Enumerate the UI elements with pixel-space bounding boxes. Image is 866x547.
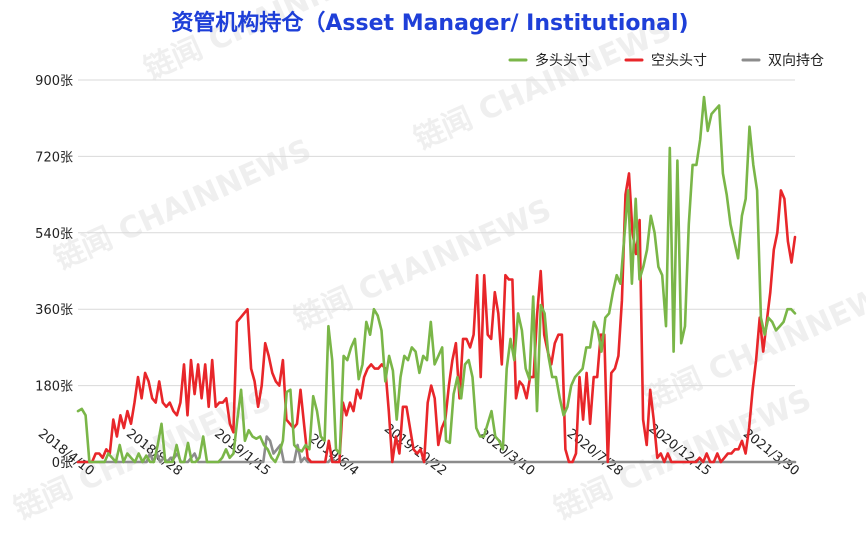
series-lines (76, 95, 797, 464)
legend-label: 多头头寸 (535, 52, 591, 69)
y-tick-label: 540张 (35, 227, 73, 242)
y-axis: 0张 180张 360张 540张 720张 900张 (35, 74, 73, 471)
legend: 多头头寸 空头头寸 双向持仓 (508, 52, 824, 69)
y-tick-label: 720张 (35, 150, 73, 165)
series-line-1 (76, 95, 797, 464)
x-tick-label: 2020/7/28 (564, 426, 626, 479)
series-line-2 (76, 172, 797, 464)
y-tick-label: 180张 (35, 380, 73, 395)
y-tick-label: 360张 (35, 303, 73, 318)
y-tick-label: 900张 (35, 74, 73, 89)
legend-label: 空头头寸 (651, 53, 707, 69)
legend-label: 双向持仓 (768, 53, 824, 69)
watermark-text: 链闻 CHAINNEWS (289, 193, 557, 338)
y-tick-label: 0张 (52, 456, 73, 471)
x-tick-label: 2019/6/4 (306, 431, 361, 479)
watermark-text: 链闻 CHAINNEWS (49, 133, 317, 278)
chart-title: 资管机构持仓（Asset Manager/ Institutional) (171, 10, 688, 36)
